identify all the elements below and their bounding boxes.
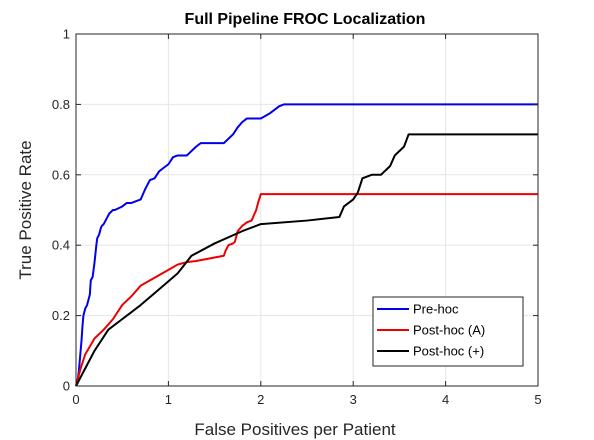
legend-label: Pre-hoc — [413, 302, 459, 317]
legend-label: Post-hoc (A) — [413, 323, 485, 338]
series-line-post-hoc-a — [75, 193, 538, 387]
y-tick-label: 0.2 — [52, 308, 70, 323]
y-axis-label: True Positive Rate — [16, 140, 35, 279]
y-tick-label: 1 — [63, 27, 70, 42]
plot-frame — [75, 33, 539, 387]
x-tick-label: 2 — [257, 392, 264, 407]
y-tick-label: 0.4 — [52, 238, 70, 253]
chart-title: Full Pipeline FROC Localization — [185, 11, 426, 28]
series-line-post-hoc — [75, 133, 538, 387]
x-tick-label: 1 — [165, 392, 172, 407]
y-axis-ticks: 0 0.2 0.4 0.6 0.8 1 — [52, 27, 538, 394]
x-axis-label: False Positives per Patient — [194, 420, 396, 439]
series-layer — [75, 103, 538, 387]
legend-label: Post-hoc (+) — [413, 344, 484, 359]
x-tick-label: 3 — [350, 392, 357, 407]
x-tick-label: 0 — [72, 392, 79, 407]
legend: Pre-hoc Post-hoc (A) Post-hoc (+) — [372, 296, 524, 367]
x-tick-label: 4 — [442, 392, 449, 407]
x-tick-label: 5 — [534, 392, 541, 407]
y-tick-label: 0.8 — [52, 97, 70, 112]
y-tick-label: 0 — [63, 379, 70, 394]
x-axis-ticks: 0 1 2 3 4 5 — [72, 34, 542, 407]
y-tick-label: 0.6 — [52, 167, 70, 182]
series-line-pre-hoc — [75, 103, 538, 387]
